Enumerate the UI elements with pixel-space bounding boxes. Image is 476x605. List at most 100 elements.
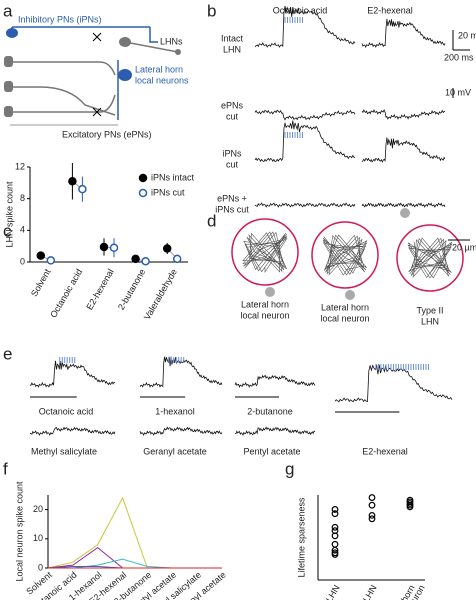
y-axis-label: LHN spike count — [4, 181, 14, 248]
series-line — [47, 496, 222, 569]
label: 200 ms — [444, 52, 474, 62]
label: E2-hexenal — [362, 446, 408, 456]
trace — [254, 202, 356, 208]
point — [331, 532, 339, 540]
point — [68, 177, 77, 186]
y-tick-label: 0 — [38, 562, 43, 572]
trace — [361, 109, 446, 120]
label: Type II — [416, 305, 443, 315]
x-cut — [92, 32, 102, 42]
soma — [400, 208, 410, 218]
label: 20 mV — [458, 30, 476, 40]
legend-marker — [138, 173, 148, 183]
panel-letter: c — [3, 221, 12, 240]
point — [368, 512, 376, 519]
neuron-arbor — [407, 237, 453, 279]
label: 1-hexanol — [155, 406, 195, 416]
x-tick-label: Valeraldehyde — [142, 267, 179, 321]
trace — [139, 426, 223, 436]
x-tick-label: E2-hexenal — [84, 267, 115, 311]
point — [368, 494, 376, 501]
label: 2-butanone — [247, 406, 293, 416]
label: Lateral horn — [321, 302, 369, 312]
neuron-arbor — [322, 234, 368, 276]
point — [109, 243, 119, 252]
label: 20 µm — [452, 242, 476, 252]
point — [141, 256, 150, 266]
label: ePNs + — [217, 193, 247, 203]
panel-letter: b — [207, 1, 216, 20]
label: iPNs — [222, 148, 242, 158]
label: Methyl salicylate — [31, 446, 97, 456]
x-tick-label: 2-butanone — [116, 267, 147, 311]
point — [331, 540, 339, 548]
panel-letter: e — [3, 344, 12, 363]
point — [78, 184, 87, 194]
epn-axon — [8, 61, 116, 76]
y-tick-label: 4 — [20, 225, 25, 235]
trace — [361, 202, 446, 208]
y-tick-label: 20 — [33, 504, 43, 514]
soma — [345, 290, 355, 300]
neuropil-outline — [311, 221, 379, 289]
panel-letter: f — [3, 459, 8, 478]
point — [131, 254, 140, 264]
y-axis-label: Lifetime sparseness — [296, 497, 306, 578]
trace — [29, 360, 116, 388]
label: Excitatory PNs (ePNs) — [62, 129, 152, 139]
legend-label: iPNs cut — [151, 187, 185, 197]
trace — [254, 109, 356, 121]
label: ePNs — [221, 100, 244, 110]
point — [331, 546, 339, 554]
label: local neurons — [135, 75, 189, 85]
epn-axon — [8, 94, 116, 113]
point — [406, 503, 414, 511]
point — [368, 515, 376, 523]
trace — [234, 374, 316, 388]
label: Octanoic acid — [273, 5, 328, 15]
point — [331, 551, 339, 558]
panel-letter: d — [207, 211, 216, 230]
label: Geranyl acetate — [143, 446, 207, 456]
label: Lateral horn — [241, 299, 289, 309]
label: LHNs — [160, 36, 183, 46]
point — [331, 506, 339, 513]
soma — [265, 287, 275, 297]
label: 10 mV — [445, 87, 471, 97]
y-tick-label: 0 — [20, 256, 25, 266]
line — [124, 41, 179, 53]
label: Octanoic acid — [39, 406, 94, 416]
label: iPNs cut — [215, 204, 249, 214]
x-tick-label: Type I LHN — [311, 583, 342, 600]
neuropil-outline — [396, 224, 464, 292]
label: LHN — [223, 44, 241, 54]
trace — [361, 137, 446, 163]
label: LHN — [421, 316, 439, 326]
label: cut — [226, 159, 239, 169]
label: Inhibitory PNs (iPNs) — [18, 14, 102, 24]
point — [368, 501, 376, 509]
label: E2-hexenal — [367, 5, 413, 15]
panel-letter: g — [285, 459, 294, 478]
ipn-axon — [149, 27, 158, 43]
label: cut — [226, 111, 239, 121]
point — [331, 510, 339, 518]
trace — [361, 18, 446, 49]
epn-axon — [8, 86, 116, 116]
y-axis-label: Local neuron spike count — [14, 481, 24, 582]
y-tick-label: 10 — [33, 533, 43, 543]
legend-marker — [138, 188, 148, 198]
x-tick-label: Octanoic acid — [48, 267, 84, 319]
label: local neuron — [320, 313, 369, 323]
trace — [334, 364, 453, 403]
neuropil-outline — [231, 218, 299, 286]
x-tick-label: Type II LHN — [346, 583, 378, 600]
label: local neuron — [240, 310, 289, 320]
trace — [235, 426, 316, 436]
x-cut — [92, 107, 102, 117]
y-tick-label: 12 — [15, 161, 25, 171]
point — [99, 242, 109, 252]
series-line — [47, 546, 222, 569]
trace — [254, 6, 356, 48]
